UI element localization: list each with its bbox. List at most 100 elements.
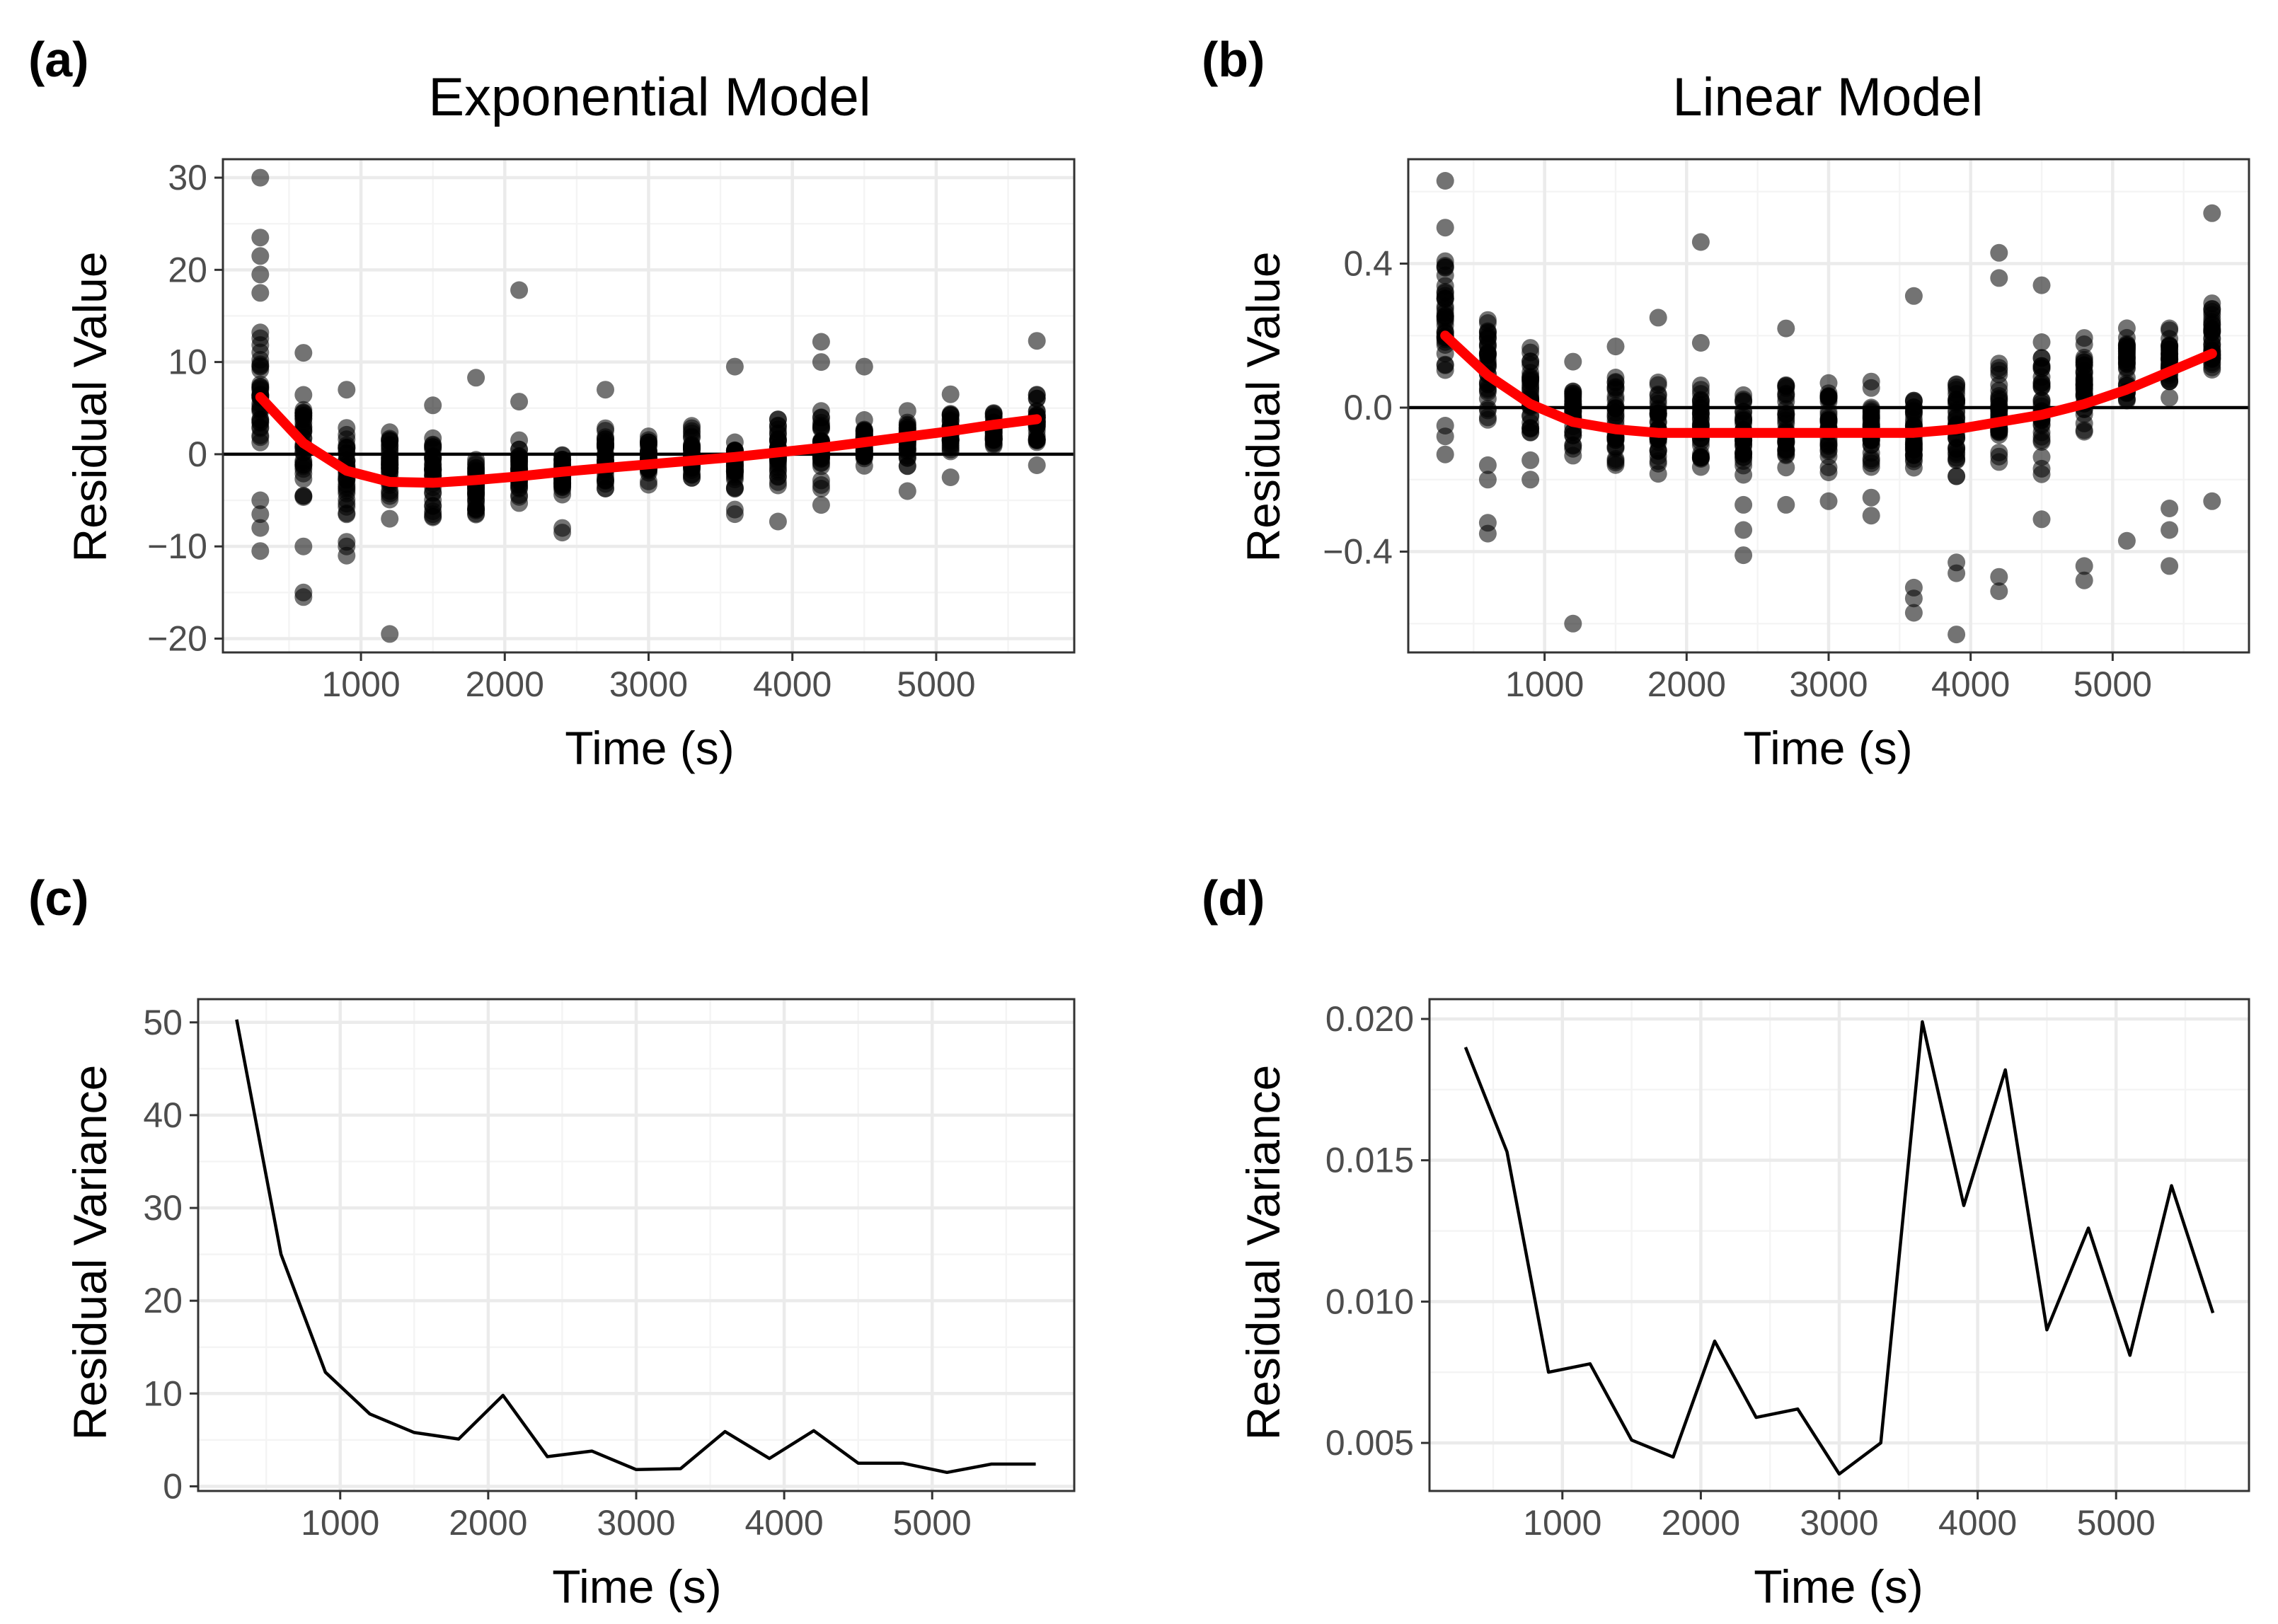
x-tick-label: 5000 bbox=[893, 1503, 972, 1543]
panel-d-x-axis-title: Time (s) bbox=[1754, 1560, 1923, 1613]
scatter-point-outlier bbox=[726, 505, 744, 523]
scatter-point-outlier bbox=[251, 169, 269, 187]
panel-b-plot-area: 1000 2000 3000 4000 5000 −0.4 0.0 0.4 bbox=[1323, 159, 2249, 704]
x-tick-label: 2000 bbox=[1662, 1503, 1740, 1543]
scatter-point-outlier bbox=[1437, 219, 1454, 236]
scatter-point-outlier bbox=[294, 538, 312, 555]
x-tick-label: 2000 bbox=[1647, 664, 1726, 704]
scatter-point-outlier bbox=[251, 542, 269, 560]
scatter-point-outlier bbox=[1521, 471, 1539, 488]
x-tick-label: 3000 bbox=[1800, 1503, 1878, 1543]
scatter-point bbox=[1820, 411, 1838, 429]
x-tick-label: 2000 bbox=[466, 664, 544, 704]
scatter-point bbox=[2033, 357, 2051, 375]
x-tick-label: 1000 bbox=[321, 664, 400, 704]
scatter-point-outlier bbox=[1564, 615, 1582, 633]
panel-b-title: Linear Model bbox=[1672, 67, 1983, 127]
scatter-point-outlier bbox=[1863, 507, 1880, 524]
scatter-point bbox=[597, 430, 614, 448]
scatter-point-outlier bbox=[1479, 471, 1497, 488]
scatter-point bbox=[2161, 389, 2178, 407]
y-tick-label: 40 bbox=[143, 1095, 183, 1135]
scatter-point bbox=[2118, 336, 2136, 354]
scatter-point-outlier bbox=[1777, 320, 1795, 338]
panel-a-x-axis-title: Time (s) bbox=[565, 722, 735, 774]
scatter-point-outlier bbox=[251, 247, 269, 265]
scatter-point bbox=[1863, 373, 1880, 391]
y-tick-label: −10 bbox=[147, 526, 207, 566]
scatter-point-outlier bbox=[1948, 565, 1965, 582]
scatter-point-outlier bbox=[812, 353, 830, 371]
panel-b: (b) Linear Model 1000 2000 3000 4000 5000−0.… bbox=[1202, 32, 2249, 774]
scatter-point-outlier bbox=[856, 358, 873, 376]
scatter-point bbox=[1948, 393, 1965, 411]
scatter-point bbox=[1521, 352, 1539, 370]
scatter-point bbox=[251, 323, 269, 341]
y-tick-label: 50 bbox=[143, 1003, 183, 1042]
scatter-point bbox=[510, 441, 528, 459]
scatter-point bbox=[1820, 387, 1838, 405]
scatter-point-outlier bbox=[2203, 205, 2221, 222]
scatter-point bbox=[1692, 459, 1710, 476]
panel-d: (d) 1000 2000 3000 4000 5000 0.005 0.010 0.015 0… bbox=[1202, 870, 2249, 1613]
scatter-point bbox=[1479, 411, 1497, 429]
scatter-point bbox=[2076, 422, 2093, 439]
scatter-point-outlier bbox=[1735, 496, 1752, 514]
scatter-point-outlier bbox=[1735, 546, 1752, 564]
scatter-point bbox=[597, 471, 614, 489]
scatter-point-outlier bbox=[2118, 532, 2136, 550]
y-tick-label: 20 bbox=[143, 1281, 183, 1320]
y-tick-label: 0.005 bbox=[1325, 1423, 1414, 1463]
scatter-point bbox=[294, 456, 312, 473]
scatter-point bbox=[1479, 314, 1497, 332]
panel-a-plot-area: 1000 2000 3000 4000 5000 −20 −10 0 10 20 30 bbox=[147, 158, 1074, 704]
x-tick-label: 4000 bbox=[753, 664, 832, 704]
scatter-point bbox=[899, 402, 916, 420]
scatter-point-outlier bbox=[1479, 525, 1497, 543]
scatter-point-outlier bbox=[553, 524, 571, 541]
scatter-point-outlier bbox=[381, 625, 398, 643]
x-tick-label: 5000 bbox=[897, 664, 975, 704]
scatter-point bbox=[812, 417, 830, 434]
y-tick-label: 20 bbox=[168, 250, 207, 289]
scatter-point bbox=[856, 457, 873, 475]
x-tick-label: 4000 bbox=[745, 1503, 824, 1543]
panel-d-y-axis-title: Residual Variance bbox=[1237, 1065, 1289, 1441]
scatter-point bbox=[1607, 399, 1625, 417]
scatter-point-outlier bbox=[1905, 287, 1923, 305]
y-tick-label: 0.4 bbox=[1343, 244, 1393, 284]
scatter-point-outlier bbox=[1990, 269, 2008, 287]
scatter-point bbox=[1650, 405, 1667, 423]
y-tick-label: 30 bbox=[143, 1188, 183, 1228]
scatter-point-outlier bbox=[2033, 277, 2051, 294]
x-tick-label: 4000 bbox=[1931, 664, 2010, 704]
scatter-point bbox=[2118, 319, 2136, 337]
scatter-point bbox=[2033, 424, 2051, 442]
scatter-point-outlier bbox=[726, 358, 744, 376]
scatter-point bbox=[2033, 460, 2051, 478]
scatter-point bbox=[294, 401, 312, 419]
scatter-point-outlier bbox=[597, 381, 614, 398]
scatter-point bbox=[1948, 376, 1965, 393]
scatter-point bbox=[424, 449, 442, 466]
scatter-point bbox=[1437, 304, 1454, 321]
scatter-point-outlier bbox=[338, 381, 355, 398]
scatter-point bbox=[2203, 320, 2221, 338]
scatter-point-outlier bbox=[1028, 332, 1046, 350]
scatter-point-outlier bbox=[2203, 493, 2221, 510]
panel-b-x-axis-title: Time (s) bbox=[1743, 722, 1913, 774]
scatter-point-outlier bbox=[1948, 626, 1965, 643]
scatter-point bbox=[1948, 467, 1965, 485]
scatter-point bbox=[769, 430, 787, 448]
x-tick-label: 3000 bbox=[597, 1503, 675, 1543]
scatter-point-outlier bbox=[467, 369, 485, 386]
scatter-point bbox=[942, 441, 960, 459]
scatter-point-outlier bbox=[812, 496, 830, 514]
scatter-point bbox=[726, 479, 744, 497]
panel-d-label: (d) bbox=[1202, 870, 1265, 926]
scatter-point-outlier bbox=[1990, 582, 2008, 600]
scatter-point bbox=[1437, 287, 1454, 305]
scatter-point bbox=[338, 439, 355, 457]
y-tick-label: 0 bbox=[188, 434, 207, 474]
scatter-point bbox=[2203, 294, 2221, 312]
